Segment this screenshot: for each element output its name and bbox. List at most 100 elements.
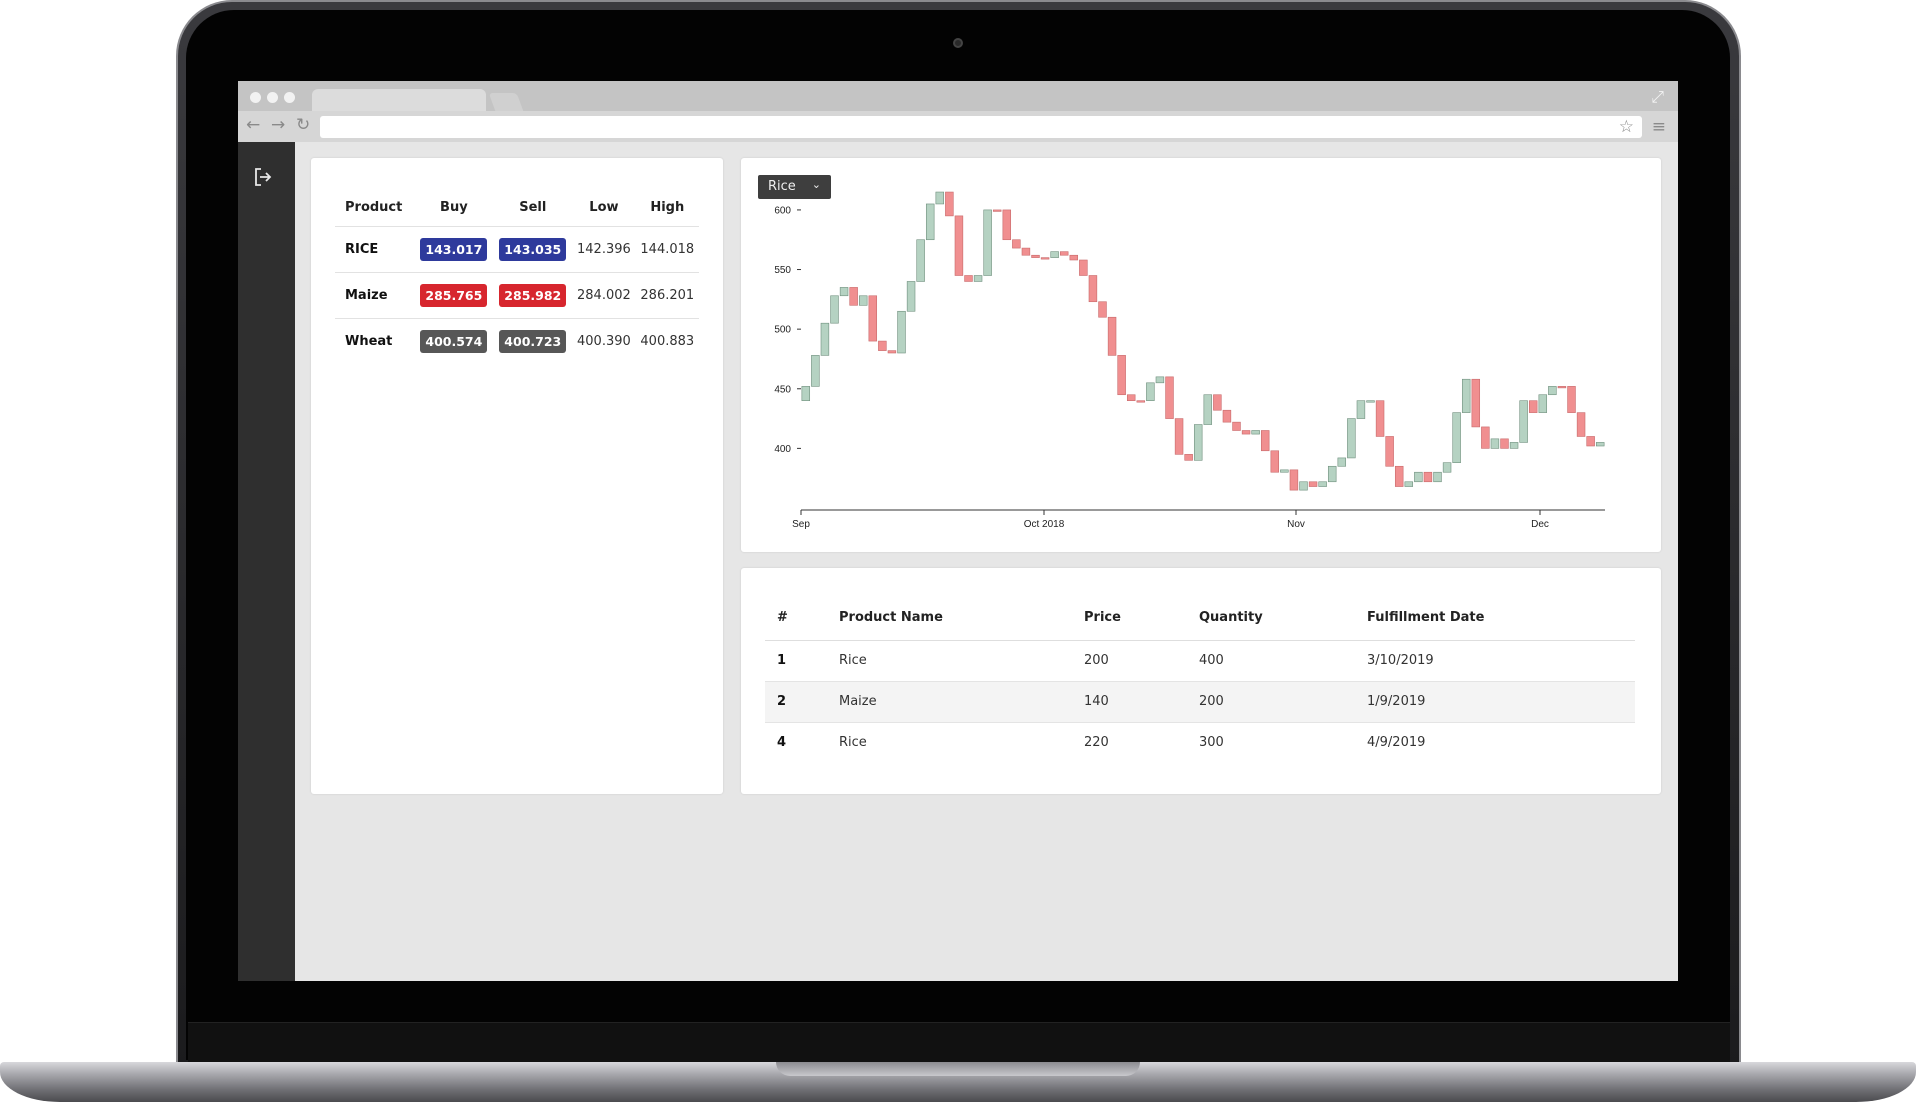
col-quantity: Quantity xyxy=(1187,596,1355,641)
candle-up xyxy=(858,295,868,306)
window-maximize-dot[interactable] xyxy=(284,92,295,103)
col-product-name: Product Name xyxy=(827,596,1072,641)
order-row[interactable]: 2 Maize 140 200 1/9/2019 xyxy=(765,681,1635,723)
candle-down xyxy=(1289,469,1299,491)
y-tick-label: 450 xyxy=(774,384,791,395)
col-low: Low xyxy=(572,190,636,227)
candle-down xyxy=(1528,400,1538,413)
candle-up xyxy=(1203,394,1213,425)
buy-price-badge[interactable]: 143.017 xyxy=(420,237,488,261)
order-quantity: 200 xyxy=(1187,681,1355,723)
reload-icon[interactable]: ↻ xyxy=(296,115,311,135)
x-tick-label: Nov xyxy=(1287,519,1305,530)
order-date: 3/10/2019 xyxy=(1355,640,1635,682)
buy-price-badge[interactable]: 400.574 xyxy=(420,329,488,353)
candle-up xyxy=(1442,462,1452,473)
dashboard-page: Product Buy Sell Low High RICE 143.017 1… xyxy=(295,142,1678,981)
chart-card: 400 450 500 550 600 Sep Oct 2018 Nov Dec Rice ⌄ xyxy=(741,158,1661,552)
candle-up xyxy=(1050,251,1059,258)
candle-up xyxy=(1595,442,1605,447)
candle-up xyxy=(1404,481,1414,487)
candle-down xyxy=(945,191,954,217)
sell-price-badge[interactable]: 400.723 xyxy=(499,329,567,353)
candle-up xyxy=(925,203,935,241)
high-price: 400.883 xyxy=(640,333,695,349)
order-row[interactable]: 4 Rice 220 300 4/9/2019 xyxy=(765,722,1635,763)
menu-icon[interactable]: ≡ xyxy=(1651,117,1666,137)
candle-up xyxy=(1519,400,1528,443)
logout-icon[interactable] xyxy=(252,166,274,192)
orders-table: # Product Name Price Quantity Fulfillmen… xyxy=(765,596,1635,763)
candle-up xyxy=(1299,481,1308,491)
candle-up xyxy=(973,275,983,282)
candle-down xyxy=(1184,454,1193,461)
candle-down xyxy=(954,215,964,276)
candle-down xyxy=(1088,275,1098,303)
candle-down xyxy=(1031,254,1040,258)
sell-price-badge[interactable]: 143.035 xyxy=(499,237,567,261)
candle-up xyxy=(1280,469,1289,473)
buy-price-badge[interactable]: 285.765 xyxy=(420,283,488,307)
product-select[interactable]: Rice ⌄ xyxy=(758,175,831,199)
candle-up xyxy=(1452,412,1461,463)
candle-up xyxy=(906,281,916,312)
candle-down xyxy=(1270,450,1280,473)
back-arrow-icon[interactable]: ← xyxy=(246,115,261,135)
prices-card: Product Buy Sell Low High RICE 143.017 1… xyxy=(311,158,723,794)
candle-up xyxy=(801,386,811,401)
x-tick-label: Sep xyxy=(792,519,810,530)
candle-up xyxy=(839,287,849,297)
col-product: Product xyxy=(335,190,415,227)
browser-chrome: ⤢ ← → ↻ ☆ ≡ xyxy=(238,81,1678,142)
buy-cell: 143.017 xyxy=(414,226,494,273)
y-tick-label: 400 xyxy=(774,444,791,455)
candle-down xyxy=(1241,430,1251,435)
candle-down xyxy=(1586,436,1595,447)
address-bar[interactable] xyxy=(320,116,1642,138)
forward-arrow-icon[interactable]: → xyxy=(271,115,286,135)
browser-tab[interactable] xyxy=(312,89,486,111)
order-id: 4 xyxy=(777,735,787,751)
candle-down xyxy=(1308,481,1318,487)
candle-up xyxy=(1347,418,1356,459)
col-buy: Buy xyxy=(414,190,494,227)
col-price: Price xyxy=(1072,596,1187,641)
candle-up xyxy=(1356,400,1366,419)
candlestick-chart: 400 450 500 550 600 Sep Oct 2018 Nov Dec xyxy=(774,191,1605,530)
candle-down xyxy=(1165,376,1174,419)
candle-down xyxy=(1136,400,1146,403)
buy-cell: 400.574 xyxy=(414,318,493,364)
y-tick-label: 600 xyxy=(774,205,791,216)
candle-down xyxy=(1069,254,1079,261)
sidebar xyxy=(238,142,295,981)
candle-down xyxy=(1423,471,1433,483)
candle-down xyxy=(1557,386,1567,389)
laptop-notch xyxy=(776,1062,1140,1076)
candle-up xyxy=(830,295,839,324)
candle-down xyxy=(1394,465,1404,487)
sell-price-badge[interactable]: 285.982 xyxy=(499,283,567,307)
new-tab-button[interactable] xyxy=(488,93,524,111)
candle-down xyxy=(1059,251,1069,256)
candle-up xyxy=(1433,471,1442,483)
window-minimize-dot[interactable] xyxy=(267,92,278,103)
orders-header-row: # Product Name Price Quantity Fulfillmen… xyxy=(765,596,1635,641)
candle-up xyxy=(1327,465,1337,483)
candle-down xyxy=(1107,316,1117,356)
candle-down xyxy=(1471,378,1481,428)
candle-down xyxy=(849,287,858,306)
candle-down xyxy=(1385,436,1394,467)
tab-strip: ⤢ xyxy=(238,81,1678,111)
bookmark-star-icon[interactable]: ☆ xyxy=(1618,117,1634,137)
expand-icon[interactable]: ⤢ xyxy=(1651,87,1664,106)
window-close-dot[interactable] xyxy=(250,92,261,103)
order-price: 140 xyxy=(1072,681,1187,723)
candle-down xyxy=(1576,412,1586,437)
order-row[interactable]: 1 Rice 200 400 3/10/2019 xyxy=(765,640,1635,682)
candle-down xyxy=(1232,421,1241,431)
candle-down xyxy=(1098,301,1107,318)
order-id: 1 xyxy=(765,640,827,682)
order-id: 2 xyxy=(765,681,827,723)
candle-up xyxy=(935,191,945,205)
order-date: 1/9/2019 xyxy=(1355,681,1635,723)
